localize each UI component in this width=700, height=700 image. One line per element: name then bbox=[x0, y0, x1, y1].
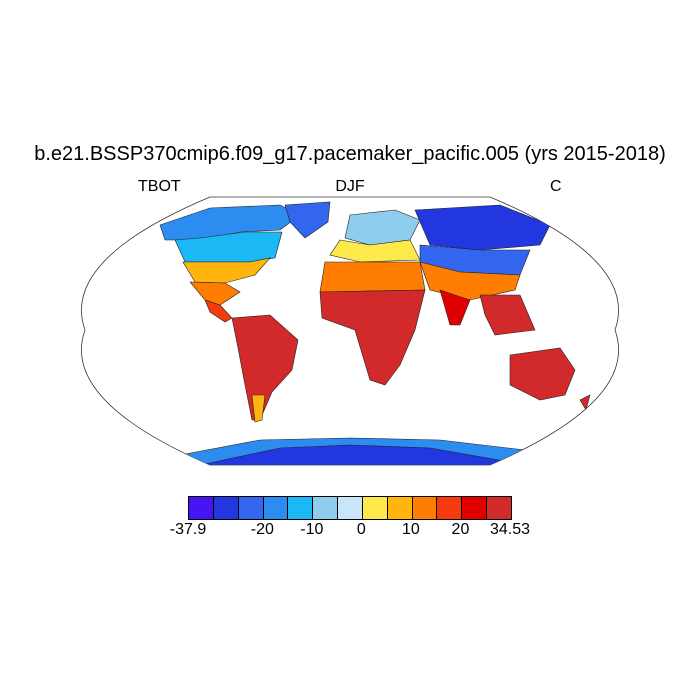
continent-southeast-asia bbox=[479, 294, 536, 336]
colorbar-tick-label: 0 bbox=[356, 521, 366, 538]
continent-asia-south bbox=[419, 261, 521, 301]
colorbar-segment bbox=[338, 497, 363, 519]
continent-new-zealand bbox=[579, 394, 591, 411]
continent-antarctica-interior bbox=[199, 444, 511, 465]
season-label: DJF bbox=[335, 178, 365, 195]
plot-title: b.e21.BSSP370cmip6.f09_g17.pacemaker_pac… bbox=[34, 143, 666, 165]
continent-africa-north bbox=[319, 261, 426, 293]
continent-europe bbox=[344, 209, 421, 246]
colorbar bbox=[188, 496, 512, 520]
colorbar-segment bbox=[189, 497, 214, 519]
continent-south-america bbox=[231, 314, 299, 421]
colorbar-tick-label: -20 bbox=[250, 521, 274, 538]
continent-australia bbox=[509, 347, 576, 401]
colorbar-tick-label: 34.53 bbox=[489, 521, 531, 538]
colorbar-segment bbox=[362, 497, 388, 519]
continent-north-america-south bbox=[189, 281, 241, 306]
colorbar-tick-label: 20 bbox=[451, 521, 470, 538]
continent-asia-north bbox=[414, 204, 551, 251]
units-label: C bbox=[550, 178, 562, 195]
continent-central-america bbox=[204, 299, 233, 323]
colorbar-tick-label: -10 bbox=[300, 521, 324, 538]
colorbar-segment bbox=[263, 497, 289, 519]
colorbar-segment bbox=[238, 497, 264, 519]
colorbar-segment bbox=[288, 497, 314, 519]
colorbar-segment bbox=[487, 497, 511, 519]
colorbar-segment bbox=[313, 497, 339, 519]
continent-africa bbox=[319, 289, 426, 386]
colorbar-segment bbox=[412, 497, 438, 519]
variable-label: TBOT bbox=[138, 178, 181, 195]
colorbar-tick-label: -37.9 bbox=[169, 521, 207, 538]
continent-south-america-tip bbox=[251, 394, 266, 423]
continent-greenland bbox=[284, 201, 331, 239]
colorbar-segment bbox=[213, 497, 239, 519]
colorbar-segment bbox=[437, 497, 463, 519]
colorbar-tick-label: 10 bbox=[402, 521, 420, 538]
colorbar-segment bbox=[462, 497, 488, 519]
continent-india bbox=[439, 289, 471, 326]
colorbar-segment bbox=[387, 497, 413, 519]
